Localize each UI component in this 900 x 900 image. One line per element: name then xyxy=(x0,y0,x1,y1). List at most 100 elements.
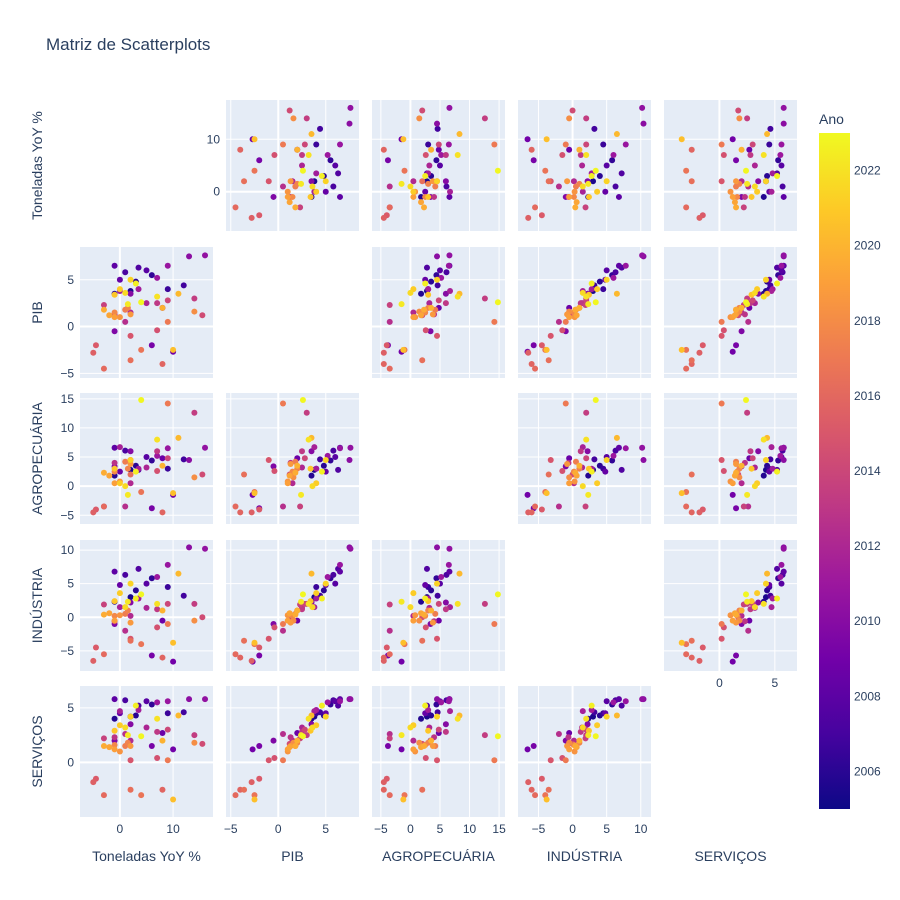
data-point xyxy=(386,204,393,211)
data-point xyxy=(741,311,748,318)
data-point xyxy=(436,267,443,274)
data-point xyxy=(127,612,134,619)
data-point xyxy=(322,713,329,720)
data-point xyxy=(447,188,454,195)
data-point xyxy=(429,743,436,750)
data-point xyxy=(256,652,263,659)
colorbar: Ano 2006 2008 2010 2012 2014 2016 2018 2020 2022 xyxy=(819,111,881,809)
data-point xyxy=(683,651,690,658)
data-point xyxy=(249,746,256,753)
data-point xyxy=(610,274,617,281)
data-point xyxy=(576,304,583,311)
data-point xyxy=(305,152,312,159)
data-point xyxy=(751,289,758,296)
data-point xyxy=(311,444,318,451)
data-point xyxy=(746,146,753,153)
data-point xyxy=(303,115,310,122)
data-point xyxy=(418,598,425,605)
data-point xyxy=(237,654,244,661)
data-point xyxy=(779,183,786,190)
data-point xyxy=(778,580,785,587)
data-point xyxy=(138,591,145,598)
data-point xyxy=(454,152,461,159)
data-point xyxy=(127,786,134,793)
data-point xyxy=(571,478,578,485)
data-point xyxy=(346,120,353,127)
data-point xyxy=(186,696,193,703)
data-point xyxy=(688,509,695,516)
data-point xyxy=(579,724,586,731)
data-point xyxy=(111,459,118,466)
data-point xyxy=(410,178,417,185)
data-point xyxy=(718,141,725,148)
data-point xyxy=(186,456,193,463)
data-point xyxy=(111,465,118,472)
data-point xyxy=(164,757,171,764)
data-point xyxy=(299,396,306,403)
data-point xyxy=(696,509,703,516)
data-point xyxy=(572,458,579,465)
data-point xyxy=(566,474,573,481)
x-tick-label: 5 xyxy=(437,822,444,836)
data-point xyxy=(90,509,97,516)
data-point xyxy=(122,627,129,634)
data-point xyxy=(298,491,305,498)
y-tick-label: 0 xyxy=(213,185,220,199)
data-point xyxy=(454,600,461,607)
data-point xyxy=(538,506,545,513)
data-point xyxy=(603,456,610,463)
x-axis-title: AGROPECUÁRIA xyxy=(382,848,495,864)
data-point xyxy=(744,598,751,605)
data-point xyxy=(159,737,166,744)
data-point xyxy=(180,456,187,463)
data-point xyxy=(434,635,441,642)
data-point xyxy=(186,253,193,260)
data-point xyxy=(154,436,161,443)
panel-2-4 xyxy=(664,393,797,524)
data-point xyxy=(292,743,299,750)
data-point xyxy=(199,614,206,621)
data-point xyxy=(562,400,569,407)
data-point xyxy=(609,457,616,464)
data-point xyxy=(774,280,781,287)
data-point xyxy=(446,193,453,200)
data-point xyxy=(154,600,161,607)
data-point xyxy=(124,598,131,605)
data-point xyxy=(303,409,310,416)
data-point xyxy=(547,332,554,339)
data-point xyxy=(538,342,545,349)
data-point xyxy=(298,180,305,187)
data-point xyxy=(116,590,123,597)
data-point xyxy=(736,115,743,122)
x-tick-label: −5 xyxy=(532,822,546,836)
data-point xyxy=(313,170,320,177)
data-point xyxy=(588,172,595,179)
data-point xyxy=(330,571,337,578)
y-tick-label: −5 xyxy=(60,508,74,522)
data-point xyxy=(309,724,316,731)
data-point xyxy=(456,131,463,138)
data-point xyxy=(232,503,239,510)
x-axis-title: SERVIÇOS xyxy=(694,848,766,864)
data-point xyxy=(559,152,566,159)
data-point xyxy=(280,627,286,634)
data-point xyxy=(416,115,423,122)
data-point xyxy=(186,544,193,551)
data-point xyxy=(138,733,145,740)
data-point xyxy=(116,444,123,451)
data-point xyxy=(248,509,255,516)
data-point xyxy=(164,710,171,717)
data-point xyxy=(127,580,134,587)
data-point xyxy=(398,746,405,753)
data-point xyxy=(720,468,727,475)
data-point xyxy=(421,611,428,618)
data-point xyxy=(778,267,785,274)
data-point xyxy=(428,146,435,153)
data-point xyxy=(738,480,745,487)
data-point xyxy=(418,312,425,319)
data-point xyxy=(566,193,573,200)
data-point xyxy=(330,447,337,454)
data-point xyxy=(135,286,142,293)
data-point xyxy=(256,506,263,513)
data-point xyxy=(199,740,206,747)
